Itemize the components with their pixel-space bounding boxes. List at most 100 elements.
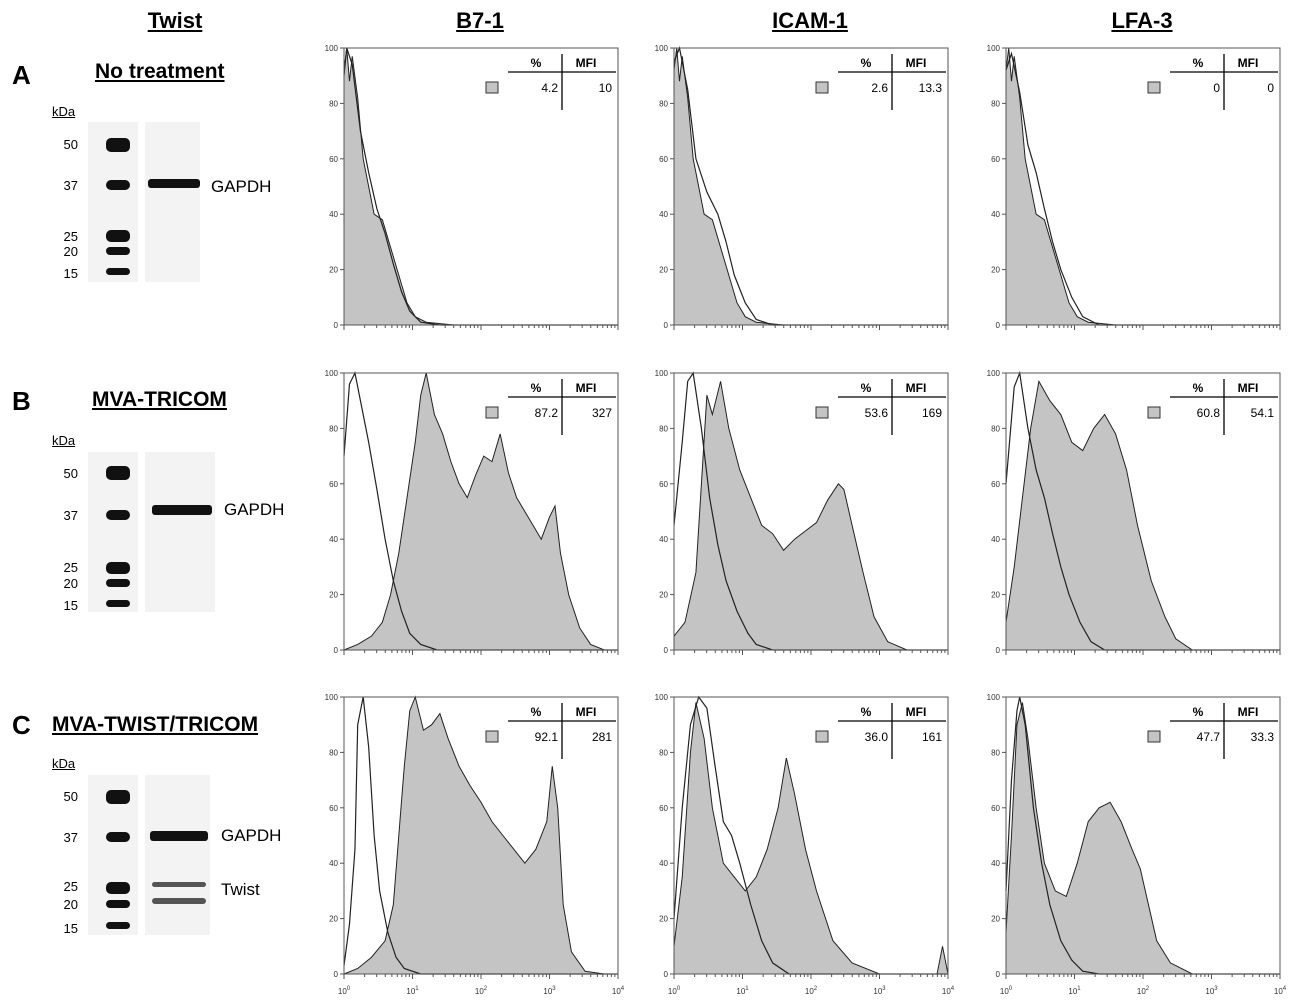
ladder-band — [106, 882, 130, 894]
treated-histogram — [1005, 47, 1280, 326]
x-tick-label: 101 — [406, 986, 419, 996]
ladder-label: 50 — [63, 137, 78, 152]
ladder-band — [106, 180, 130, 190]
panel-title-c: MVA-TWIST/TRICOM — [52, 713, 259, 736]
y-tick-label: 80 — [659, 748, 668, 757]
y-tick-label: 100 — [987, 693, 1001, 702]
treated-histogram — [343, 372, 618, 651]
y-tick-label: 80 — [329, 99, 338, 108]
panel-letter-b: B — [12, 386, 31, 416]
legend-swatch — [1147, 81, 1161, 94]
ladder-label: 50 — [63, 789, 78, 804]
histogram-panel: 0 20 40 60 80 100% MFI 4.2 10 — [325, 44, 619, 330]
table-header-mfi: MFI — [576, 705, 597, 719]
mfi-value: 161 — [922, 730, 942, 744]
mfi-value: 169 — [922, 406, 942, 420]
mfi-value: 281 — [592, 730, 612, 744]
histogram-panel: 0 20 40 60 80 100 100 101 102 103 104% MFI 92.1 281 — [325, 693, 625, 996]
pct-value: 0 — [1213, 81, 1220, 95]
legend-swatch — [485, 81, 499, 94]
histogram-panel: 0 20 40 60 80 100% MFI 53.6 169 — [655, 369, 949, 655]
y-tick-label: 100 — [325, 44, 339, 53]
y-tick-label: 100 — [655, 369, 669, 378]
y-tick-label: 0 — [664, 970, 669, 979]
pct-value: 60.8 — [1197, 406, 1221, 420]
y-tick-label: 0 — [996, 646, 1001, 655]
control-histogram — [1005, 51, 1280, 326]
kda-label: kDa — [52, 756, 76, 771]
x-tick-label: 104 — [1274, 986, 1287, 996]
column-header-b7-1: B7-1 — [456, 8, 504, 33]
y-tick-label: 80 — [991, 99, 1000, 108]
mfi-value: 54.1 — [1251, 406, 1275, 420]
mfi-value: 13.3 — [919, 81, 943, 95]
y-tick-label: 60 — [329, 155, 338, 164]
table-header-mfi: MFI — [1238, 705, 1259, 719]
ladder-band — [106, 268, 130, 275]
ladder-label: 15 — [63, 598, 78, 613]
column-header-twist: Twist — [147, 8, 203, 33]
ladder-label: 25 — [63, 560, 78, 575]
ladder-label: 25 — [63, 879, 78, 894]
kda-label: kDa — [52, 104, 76, 119]
pct-value: 87.2 — [535, 406, 559, 420]
table-header-mfi: MFI — [576, 381, 597, 395]
treated-histogram — [673, 47, 948, 326]
ladder-label: 37 — [63, 830, 78, 845]
ladder-band — [106, 579, 130, 587]
x-tick-label: 104 — [942, 986, 955, 996]
twist-band — [152, 882, 206, 887]
y-tick-label: 100 — [987, 369, 1001, 378]
treated-histogram — [343, 695, 618, 975]
pct-value: 92.1 — [535, 730, 559, 744]
table-header-pct: % — [861, 56, 872, 70]
table-header-mfi: MFI — [906, 56, 927, 70]
y-tick-label: 20 — [991, 591, 1000, 600]
y-tick-label: 60 — [659, 804, 668, 813]
y-tick-label: 0 — [664, 646, 669, 655]
ladder-band — [106, 900, 130, 908]
ladder-label: 50 — [63, 466, 78, 481]
y-tick-label: 80 — [991, 748, 1000, 757]
table-header-mfi: MFI — [1238, 381, 1259, 395]
sample-lane — [145, 122, 200, 282]
table-header-pct: % — [531, 56, 542, 70]
y-tick-label: 20 — [329, 915, 338, 924]
column-header-icam-1: ICAM-1 — [772, 8, 848, 33]
kda-label: kDa — [52, 433, 76, 448]
table-header-mfi: MFI — [906, 381, 927, 395]
legend-swatch — [815, 81, 829, 94]
y-tick-label: 20 — [991, 915, 1000, 924]
y-tick-label: 80 — [991, 424, 1000, 433]
control-histogram — [673, 695, 948, 975]
ladder-band — [106, 138, 130, 152]
y-tick-label: 100 — [987, 44, 1001, 53]
treated-histogram — [343, 47, 618, 326]
table-header-pct: % — [531, 381, 542, 395]
ladder-band — [106, 922, 130, 929]
ladder-band — [106, 230, 130, 242]
panel-letter-a: A — [12, 60, 31, 90]
ladder-band — [106, 790, 130, 804]
x-tick-label: 103 — [543, 986, 556, 996]
y-tick-label: 40 — [991, 210, 1000, 219]
x-tick-label: 100 — [338, 986, 351, 996]
x-tick-label: 102 — [475, 986, 488, 996]
ladder-band — [106, 562, 130, 574]
control-histogram — [343, 47, 618, 326]
band-label-gapdh: GAPDH — [221, 826, 282, 845]
histogram-panel: 0 20 40 60 80 100 100 101 102 103 104% MFI 36.0 161 — [655, 693, 955, 996]
band-label-twist: Twist — [221, 880, 260, 899]
y-tick-label: 40 — [991, 535, 1000, 544]
x-tick-label: 101 — [1068, 986, 1081, 996]
table-header-mfi: MFI — [1238, 56, 1259, 70]
panel-title-b: MVA-TRICOM — [92, 388, 227, 411]
y-tick-label: 60 — [329, 804, 338, 813]
y-tick-label: 100 — [655, 693, 669, 702]
y-tick-label: 20 — [329, 266, 338, 275]
legend-swatch — [1147, 406, 1161, 419]
mfi-value: 0 — [1267, 81, 1274, 95]
x-tick-label: 102 — [805, 986, 818, 996]
treated-histogram — [1005, 702, 1280, 975]
